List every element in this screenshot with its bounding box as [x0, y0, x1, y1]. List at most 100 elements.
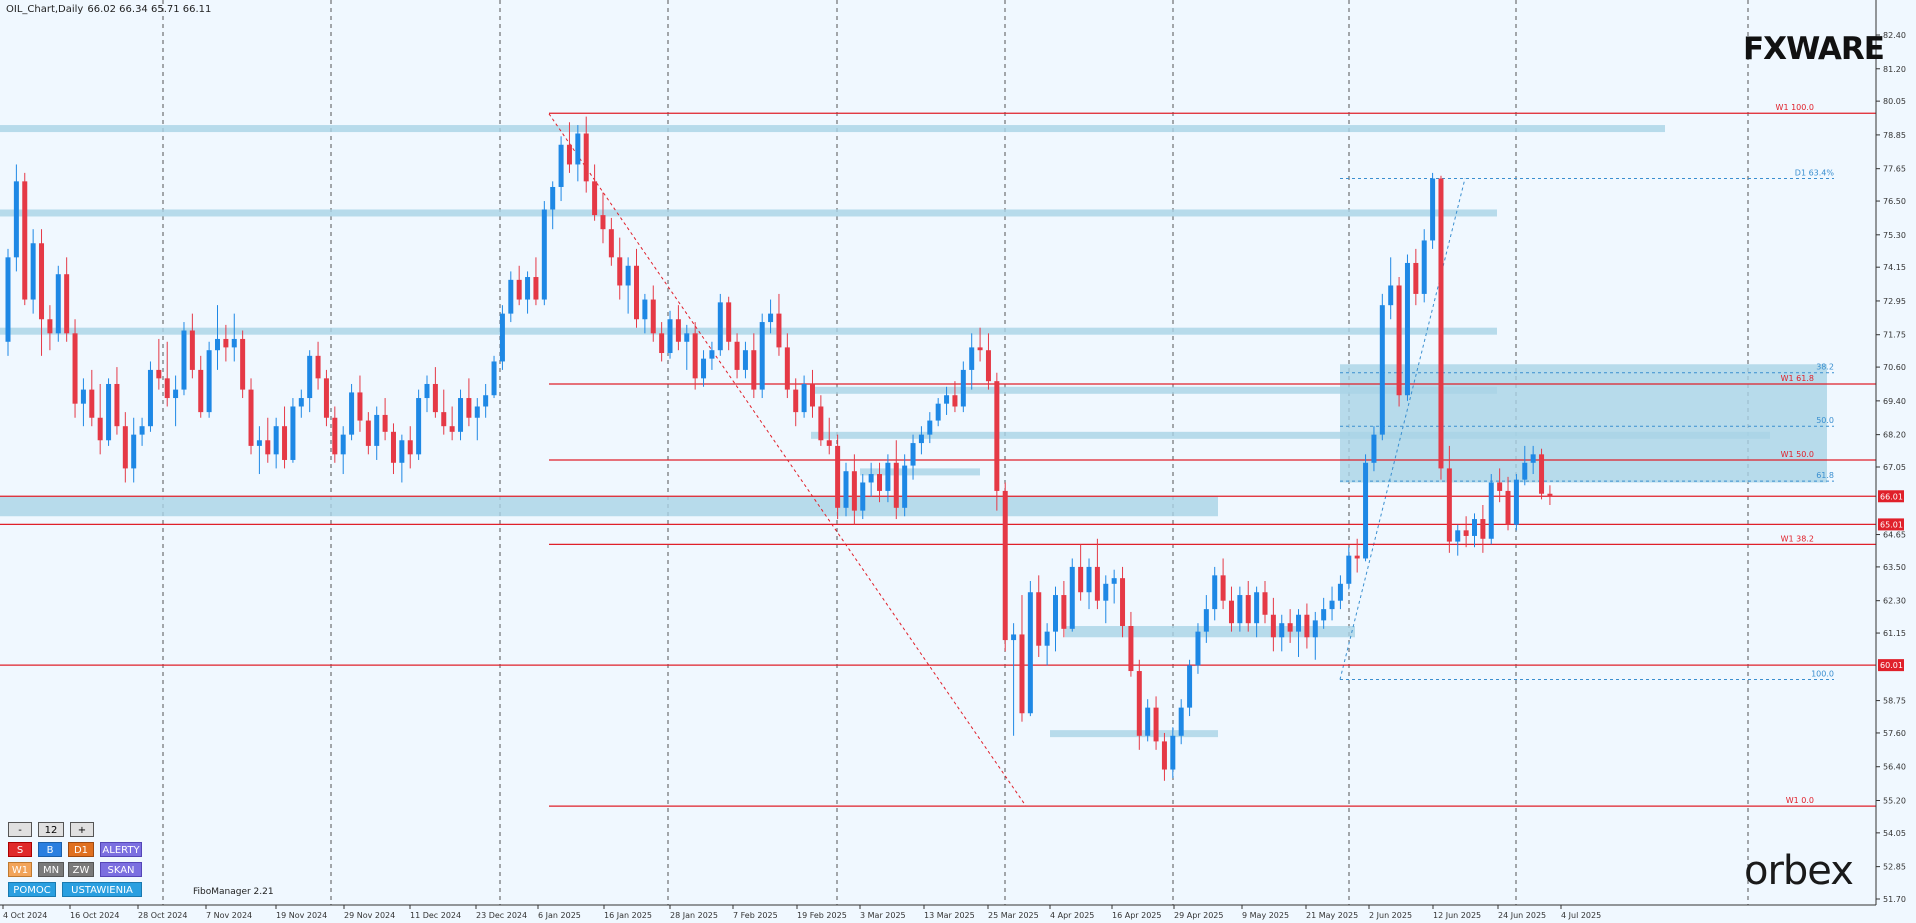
increase-button[interactable]: +: [70, 822, 94, 837]
candle-body: [340, 434, 346, 455]
candle-body: [558, 144, 564, 187]
candle-body: [164, 378, 170, 399]
candle-body: [759, 322, 765, 390]
y-tick-label: 67.05: [1883, 463, 1906, 472]
candle-body: [617, 257, 623, 286]
candle-body: [1287, 623, 1293, 632]
candle-body: [508, 279, 514, 314]
decrease-button[interactable]: -: [8, 822, 32, 837]
candle-body: [365, 420, 371, 446]
fib-level-label: 38.2: [1816, 363, 1834, 372]
x-tick-label: 3 Mar 2025: [860, 911, 906, 920]
candle-body: [952, 395, 958, 407]
candle-body: [885, 462, 891, 491]
alerts-button[interactable]: ALERTY: [100, 842, 142, 857]
candle-body: [114, 383, 120, 427]
candle-body: [969, 347, 975, 370]
candle-body: [1153, 707, 1159, 742]
candle-body: [1455, 530, 1461, 542]
candle-body: [1053, 595, 1058, 632]
candle-body: [298, 398, 304, 407]
zone-rect: [1050, 730, 1218, 738]
candle-body: [13, 181, 19, 258]
settings-button[interactable]: USTAWIENIA: [62, 882, 142, 897]
candle-body: [751, 350, 757, 390]
candle-body: [1086, 566, 1092, 593]
candle-body: [1539, 454, 1545, 494]
y-tick-label: 64.65: [1883, 531, 1906, 540]
candle-body: [877, 474, 883, 491]
y-tick-label: 56.40: [1883, 763, 1906, 772]
candle-body: [1404, 262, 1410, 396]
candle-body: [1371, 434, 1377, 463]
candle-body: [72, 333, 78, 404]
help-button[interactable]: POMOC: [8, 882, 56, 897]
x-tick-label: 23 Dec 2024: [476, 911, 527, 920]
zone-rect: [0, 327, 1497, 335]
x-tick-label: 2 Jun 2025: [1369, 911, 1412, 920]
candle-body: [64, 274, 70, 334]
candle-body: [131, 434, 137, 469]
candle-body: [1321, 609, 1327, 621]
x-tick-label: 29 Apr 2025: [1174, 911, 1223, 920]
sell-button[interactable]: S: [8, 842, 32, 857]
candle-body: [868, 474, 874, 483]
ohlc-values: 66.02 66.34 65.71 66.11: [87, 4, 212, 15]
candle-body: [1262, 592, 1268, 615]
candle-body: [1019, 634, 1025, 714]
buy-button[interactable]: B: [38, 842, 62, 857]
candle-body: [1279, 623, 1285, 638]
d1-button[interactable]: D1: [68, 842, 94, 857]
x-tick-label: 21 May 2025: [1306, 911, 1358, 920]
candle-body: [1220, 575, 1226, 601]
period-value-field[interactable]: 12: [38, 822, 64, 837]
candle-body: [1111, 578, 1117, 584]
candle-body: [106, 383, 112, 441]
level-label: W1 0.0: [1786, 796, 1814, 805]
candle-body: [860, 482, 866, 511]
candle-body: [449, 426, 455, 432]
candle-body: [1379, 305, 1385, 435]
candle-body: [1187, 665, 1193, 708]
candle-body: [893, 462, 899, 508]
candle-body: [533, 277, 539, 300]
candle-body: [1128, 626, 1134, 672]
candle-body: [206, 350, 212, 413]
scan-button[interactable]: SKAN: [100, 862, 142, 877]
candle-body: [1463, 530, 1469, 536]
candle-body: [575, 133, 581, 165]
y-tick-label: 75.30: [1883, 231, 1906, 240]
mn-button[interactable]: MN: [38, 862, 64, 877]
orbex-logo: orbex: [1744, 848, 1854, 894]
candle-body: [1513, 479, 1519, 525]
candle-body: [424, 383, 430, 399]
candle-body: [1195, 631, 1201, 666]
candle-body: [675, 319, 681, 342]
candle-body: [541, 209, 547, 300]
x-tick-label: 24 Jun 2025: [1498, 911, 1546, 920]
x-tick-label: 19 Nov 2024: [276, 911, 327, 920]
candle-body: [902, 465, 908, 508]
candle-body: [550, 186, 556, 210]
candle-body: [399, 440, 405, 463]
x-tick-label: 29 Nov 2024: [344, 911, 395, 920]
y-tick-label: 78.85: [1883, 131, 1906, 140]
candle-body: [583, 133, 589, 182]
fib-level-label: 50.0: [1816, 416, 1834, 425]
candle-body: [1446, 468, 1452, 542]
candle-body: [918, 434, 924, 444]
candle-body: [1312, 620, 1318, 638]
candle-body: [248, 389, 254, 446]
candle-body: [634, 265, 639, 320]
zw-button[interactable]: ZW: [68, 862, 94, 877]
candle-body: [684, 333, 690, 342]
candle-body: [659, 333, 665, 354]
x-tick-label: 12 Jun 2025: [1433, 911, 1481, 920]
w1-button[interactable]: W1: [8, 862, 32, 877]
candle-body: [1530, 454, 1536, 463]
x-tick-label: 7 Feb 2025: [733, 911, 778, 920]
candle-body: [273, 426, 279, 455]
candle-body: [1069, 566, 1075, 629]
zone-rect: [1340, 431, 1770, 439]
